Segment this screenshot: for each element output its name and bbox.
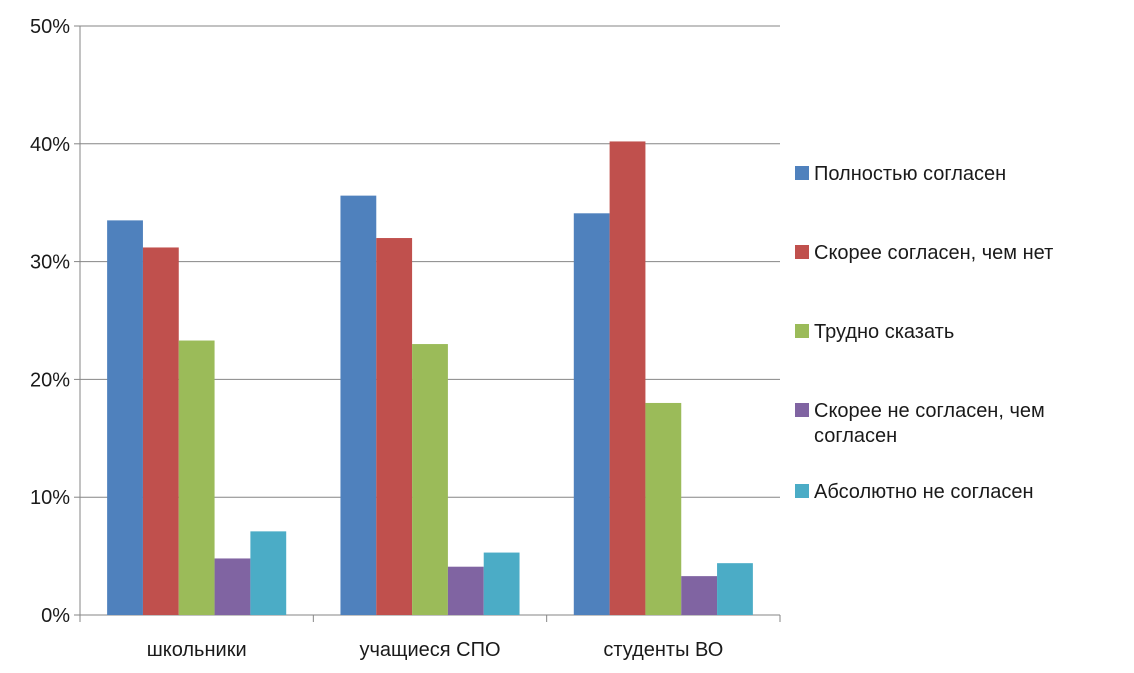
x-tick-label: школьники [147,639,247,661]
bar [340,195,377,615]
y-tick-label: 0% [41,605,70,627]
legend-label: Скорее согласен, чем нет [814,242,1053,264]
x-tick-label: студенты ВО [603,639,723,661]
bar [645,402,682,615]
bars [107,141,753,616]
bar [717,563,753,615]
legend-label: Полностью согласен [814,163,1006,185]
legend-swatch [795,166,809,180]
y-tick-label: 10% [30,487,70,509]
bar [107,220,143,615]
bar [573,213,610,615]
legend-label: Трудно сказать [814,321,954,343]
bar [214,558,251,615]
legend-swatch [795,324,809,338]
bar [142,247,179,616]
legend-swatch [795,403,809,417]
legend: Полностью согласен Скорее согласен, чем н… [795,163,1053,503]
y-tick-label: 40% [30,134,70,156]
bar [609,141,646,615]
y-tick-labels: 0% 10% 20% 30% 40% 50% [30,16,70,627]
bar [376,238,413,616]
y-tick-label: 50% [30,16,70,38]
y-tick-label: 30% [30,252,70,274]
bar [178,340,215,615]
legend-swatch [795,484,809,498]
legend-swatch [795,245,809,259]
bar [483,552,520,615]
x-tick-labels: школьники учащиеся СПО студенты ВО [147,639,724,661]
bar [681,576,718,615]
bar [447,566,484,615]
x-tick-label: учащиеся СПО [359,639,500,661]
bar [412,344,448,615]
y-tick-label: 20% [30,369,70,391]
legend-label: Абсолютно не согласен [814,481,1033,503]
bar [250,531,287,615]
legend-label: Скорее не согласен, чем согласен [814,400,1045,447]
